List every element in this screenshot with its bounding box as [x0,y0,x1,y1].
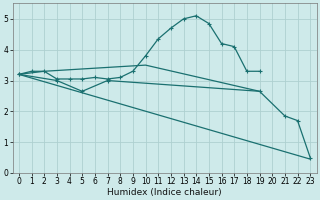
X-axis label: Humidex (Indice chaleur): Humidex (Indice chaleur) [107,188,222,197]
